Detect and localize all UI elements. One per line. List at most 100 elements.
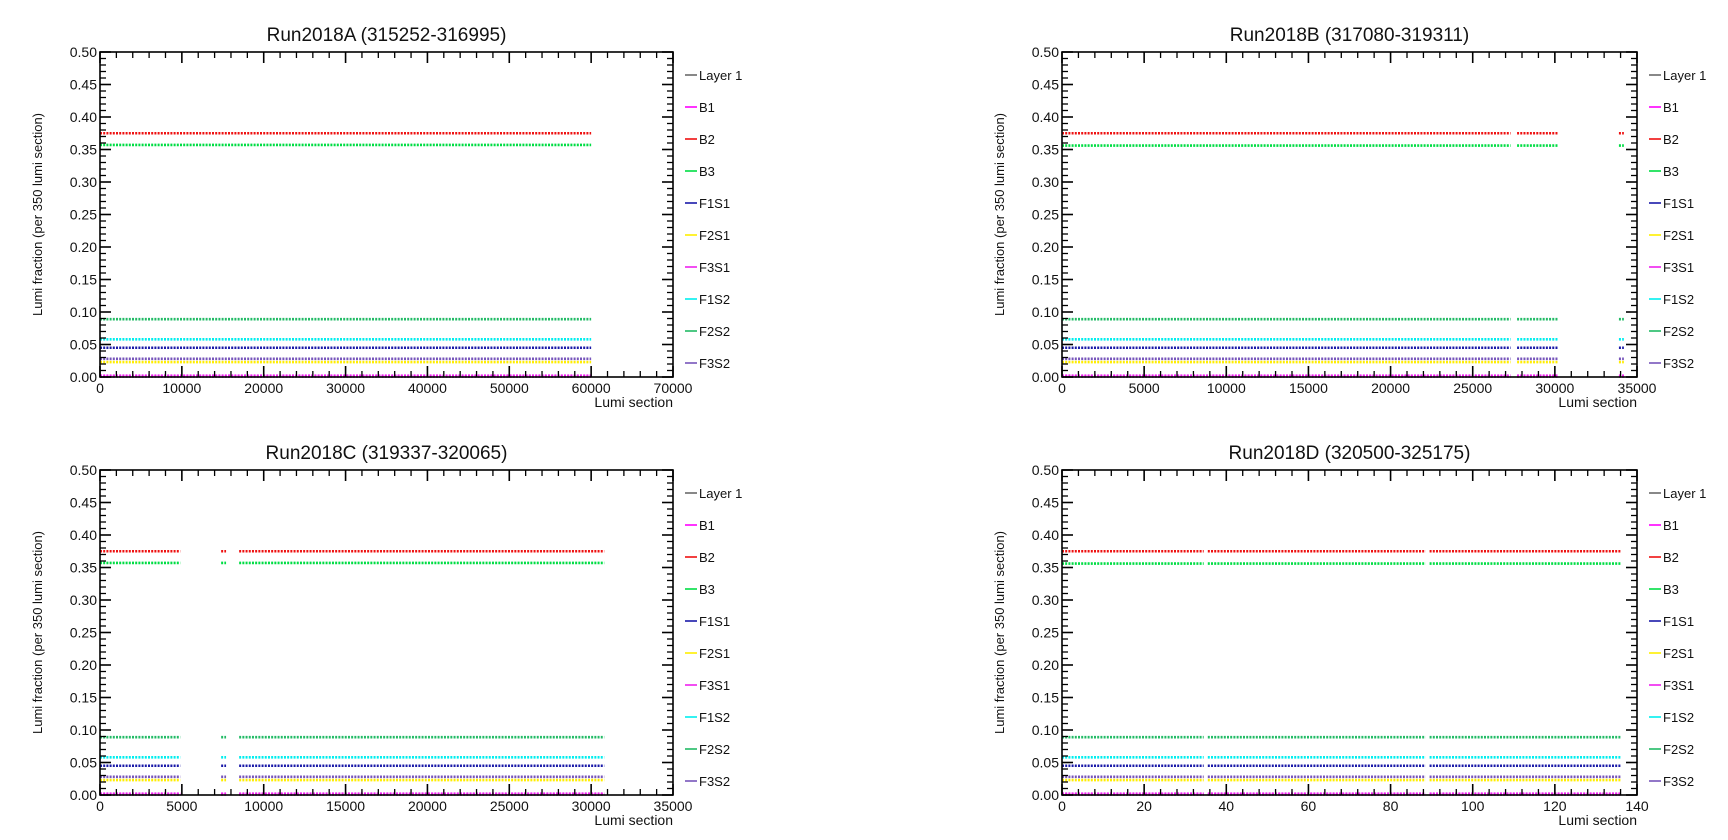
y-tick-label: 0.40 [70,527,97,543]
y-tick-label: 0.20 [1032,657,1059,673]
y-tick-label: 0.25 [1032,207,1059,223]
y-tick-label: 0.10 [1032,722,1059,738]
x-tick-label: 25000 [1453,380,1492,396]
y-tick-label: 0.35 [70,560,97,576]
y-tick-label: 0.05 [70,337,97,353]
legend-label: Layer 1 [1663,68,1706,83]
y-tick-label: 0.00 [1032,787,1059,803]
x-tick-label: 15000 [1289,380,1328,396]
legend-label: F2S1 [1663,228,1694,243]
y-tick-label: 0.50 [70,462,97,478]
y-tick-label: 0.40 [1032,109,1059,125]
legend-label: Layer 1 [699,486,742,501]
y-tick-label: 0.20 [70,239,97,255]
y-tick-label: 0.15 [1032,272,1059,288]
y-tick-label: 0.15 [70,690,97,706]
legend-label: F3S2 [699,774,730,789]
x-tick-label: 20 [1136,798,1152,814]
x-tick-label: 35000 [654,798,693,814]
x-tick-label: 20000 [408,798,447,814]
legend-label: F1S1 [1663,614,1694,629]
y-tick-label: 0.30 [70,592,97,608]
y-tick-label: 0.20 [70,657,97,673]
y-tick-label: 0.50 [70,44,97,60]
y-tick-label: 0.35 [1032,142,1059,158]
chart-panel-4: 0.00 0.05 0.10 0.15 0.20 0.25 0.30 0.35 0.40 0.45… [992,443,1706,828]
legend-label: B1 [699,518,715,533]
x-tick-label: 30000 [572,798,611,814]
x-tick-label: 60000 [572,380,611,396]
x-tick-label: 40 [1218,798,1234,814]
y-axis-label: Lumi fraction (per 350 lumi section) [992,531,1007,734]
y-axis-label: Lumi fraction (per 350 lumi section) [30,531,45,734]
y-tick-label: 0.05 [70,755,97,771]
legend-label: F3S1 [699,260,730,275]
x-tick-label: 10000 [1207,380,1246,396]
legend-label: F3S2 [699,356,730,371]
legend: Layer 1 B1 B2 B3 F1S1 F2S1 F3S1 F1S2 F2S2 F3S2 [685,486,742,789]
x-tick-label: 70000 [654,380,693,396]
legend-label: B1 [1663,518,1679,533]
legend-label: F2S2 [1663,742,1694,757]
y-tick-label: 0.50 [1032,44,1059,60]
x-tick-label: 35000 [1618,380,1657,396]
y-axis-label: Lumi fraction (per 350 lumi section) [992,113,1007,316]
x-tick-label: 0 [96,380,104,396]
y-tick-label: 0.05 [1032,755,1059,771]
legend-label: F2S1 [1663,646,1694,661]
chart-title: Run2018D (320500-325175) [1229,443,1471,464]
x-tick-label: 0 [96,798,104,814]
y-axis-label: Lumi fraction (per 350 lumi section) [30,113,45,316]
legend: Layer 1 B1 B2 B3 F1S1 F2S1 F3S1 F1S2 F2S2 F3S2 [685,68,742,371]
legend-label: F1S2 [1663,292,1694,307]
y-tick-label: 0.50 [1032,462,1059,478]
y-tick-label: 0.30 [70,174,97,190]
y-tick-label: 0.20 [1032,239,1059,255]
y-tick-label: 0.15 [1032,690,1059,706]
x-axis-label: Lumi section [594,394,673,410]
legend: Layer 1 B1 B2 B3 F1S1 F2S1 F3S1 F1S2 F2S2 F3S2 [1649,68,1706,371]
legend-label: B1 [699,100,715,115]
legend-label: F2S2 [699,324,730,339]
series-marks [100,131,592,378]
legend-label: F3S2 [1663,356,1694,371]
y-tick-label: 0.00 [70,369,97,385]
y-tick-label: 0.10 [70,722,97,738]
legend-label: Layer 1 [699,68,742,83]
y-tick-label: 0.45 [1032,495,1059,511]
y-tick-label: 0.25 [1032,625,1059,641]
legend-label: B2 [1663,550,1679,565]
legend-label: B2 [699,550,715,565]
chart-title: Run2018B (317080-319311) [1230,25,1469,46]
legend: Layer 1 B1 B2 B3 F1S1 F2S1 F3S1 F1S2 F2S2 F3S2 [1649,486,1706,789]
series-marks [100,549,605,796]
plot-frame [99,51,674,378]
legend-label: F2S1 [699,646,730,661]
x-tick-label: 15000 [326,798,365,814]
legend-label: B3 [1663,164,1679,179]
x-tick-label: 30000 [1535,380,1574,396]
x-axis-label: Lumi section [1558,394,1637,410]
x-tick-label: 10000 [162,380,201,396]
x-tick-label: 25000 [490,798,529,814]
chart-panel-3: 0.00 0.05 0.10 0.15 0.20 0.25 0.30 0.35 0.40 0.45… [30,443,742,828]
x-tick-label: 40000 [408,380,447,396]
x-axis-label: Lumi section [1558,812,1637,828]
x-tick-label: 10000 [244,798,283,814]
plot-frame [99,469,674,796]
y-tick-label: 0.35 [70,142,97,158]
y-tick-label: 0.05 [1032,337,1059,353]
legend-label: B3 [1663,582,1679,597]
y-tick-label: 0.45 [70,77,97,93]
x-axis-label: Lumi section [594,812,673,828]
y-tick-label: 0.15 [70,272,97,288]
plot-frame [1061,51,1638,378]
y-tick-label: 0.00 [1032,369,1059,385]
legend-label: F1S2 [1663,710,1694,725]
legend-label: F1S2 [699,292,730,307]
legend-label: F3S1 [699,678,730,693]
y-tick-label: 0.25 [70,625,97,641]
x-tick-label: 60 [1301,798,1317,814]
y-tick-label: 0.45 [70,495,97,511]
